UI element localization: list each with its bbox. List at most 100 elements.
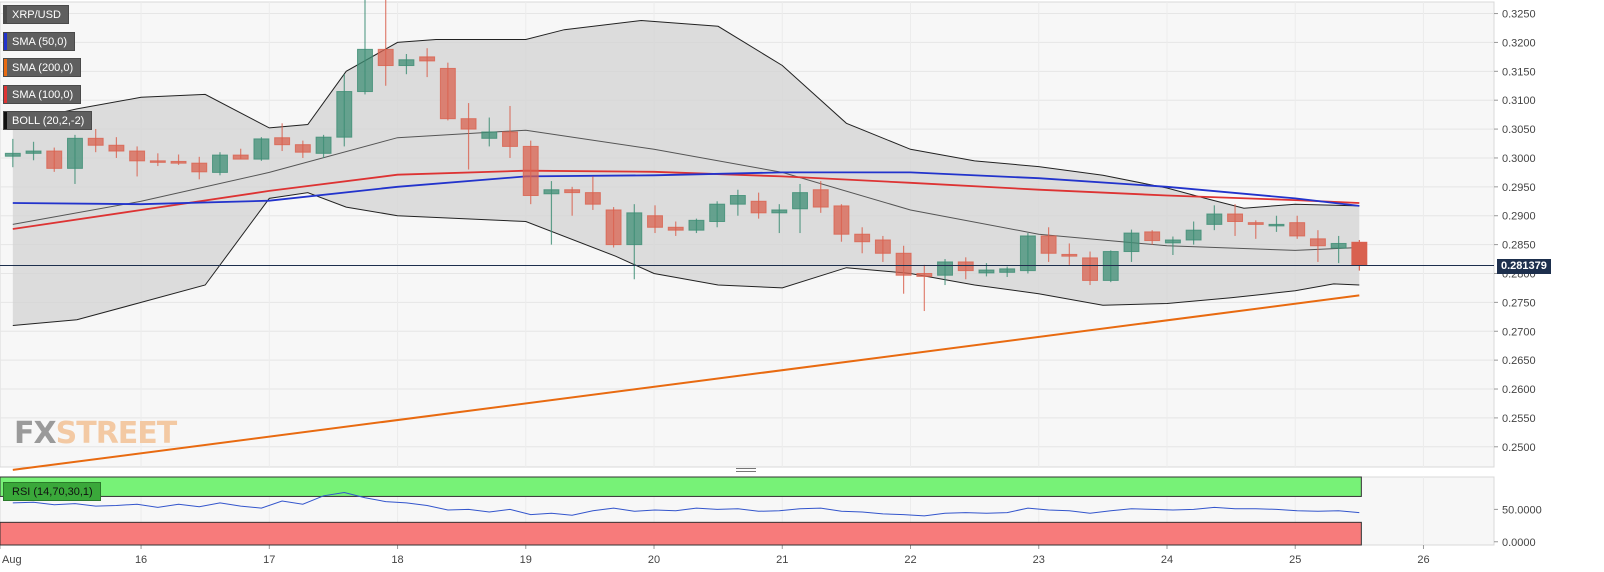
legend-label: XRP/USD <box>12 9 61 21</box>
y-tick-label: 0.2650 <box>1502 355 1536 367</box>
candle-body <box>1330 242 1347 249</box>
candle-body <box>1247 222 1264 225</box>
candle-body <box>709 203 726 223</box>
candle <box>481 117 498 147</box>
bollinger-upper-line <box>12 19 1360 209</box>
legend-swatch <box>4 33 7 50</box>
candle <box>1061 243 1078 265</box>
legend-item[interactable]: SMA (200,0) <box>3 58 82 77</box>
candle-body <box>315 136 332 154</box>
candle-body <box>792 192 808 210</box>
rsi-line <box>12 491 1360 517</box>
candle <box>750 192 767 219</box>
current-price-label: 0.281379 <box>1497 259 1551 274</box>
x-tick-label: 17 <box>263 554 275 566</box>
candle-body <box>460 118 477 130</box>
candle <box>1309 230 1326 262</box>
legend-item[interactable]: SMA (50,0) <box>3 32 76 51</box>
candle-body <box>1019 235 1036 272</box>
legend-swatch <box>4 59 7 76</box>
candle-body <box>336 91 353 138</box>
fxstreet-watermark: FXSTREET <box>14 416 177 451</box>
candle <box>212 152 228 176</box>
candle <box>274 123 291 152</box>
candle-body <box>1061 253 1078 257</box>
candle-body <box>481 131 498 139</box>
legend-item[interactable]: XRP/USD <box>3 5 69 24</box>
candle <box>584 176 601 210</box>
bollinger-middle-line <box>12 129 1360 251</box>
candle <box>129 146 146 177</box>
candle-body <box>253 138 270 160</box>
candle <box>1268 215 1285 232</box>
candle-body <box>1040 235 1057 254</box>
rsi-legend[interactable]: RSI (14,70,30,1) <box>3 482 101 501</box>
candle <box>729 189 746 216</box>
candle-body <box>626 212 643 246</box>
candle <box>4 138 21 168</box>
candle-body <box>439 67 456 120</box>
y-tick-label: 0.2500 <box>1502 442 1536 454</box>
candle-body <box>1185 229 1202 241</box>
candle-body <box>1123 232 1140 253</box>
candle <box>812 181 829 213</box>
x-tick-label: 23 <box>1033 554 1045 566</box>
candle-body <box>667 226 684 231</box>
candle <box>1019 233 1036 274</box>
candle-body <box>1289 222 1306 237</box>
legend-swatch <box>4 6 7 23</box>
candle <box>667 221 684 236</box>
candle <box>357 0 373 95</box>
candle-body <box>502 131 518 147</box>
x-tick-label: 18 <box>391 554 403 566</box>
candle <box>647 205 663 234</box>
x-tick-label: 22 <box>904 554 916 566</box>
legend-swatch <box>4 86 7 103</box>
candle <box>46 147 63 172</box>
y-tick-label: 0.3200 <box>1502 37 1536 49</box>
candle-body <box>46 150 63 169</box>
candle <box>709 201 726 228</box>
candle-body <box>1206 213 1223 225</box>
y-tick-label: 0.3100 <box>1502 95 1536 107</box>
candle-body <box>67 137 83 169</box>
candle-body <box>377 48 394 67</box>
candle-body <box>750 200 767 214</box>
candle <box>1185 221 1202 245</box>
legend-label: SMA (100,0) <box>12 89 74 101</box>
candle-body <box>1227 213 1244 223</box>
candle <box>1123 229 1140 262</box>
candle <box>253 137 270 161</box>
pane-resize-handle[interactable] <box>736 468 756 475</box>
y-tick-label: 0.3150 <box>1502 66 1536 78</box>
candle <box>502 105 518 158</box>
candle-body <box>854 233 871 243</box>
candle <box>543 181 560 245</box>
candle <box>398 53 415 75</box>
legend-item[interactable]: BOLL (20,2,-2) <box>3 111 93 130</box>
y-tick-label: 0.2950 <box>1502 182 1536 194</box>
candle-body <box>212 154 228 173</box>
candle <box>377 0 394 86</box>
candle-body <box>916 272 933 277</box>
candle <box>999 266 1016 277</box>
candle <box>419 48 436 78</box>
candle-body <box>522 145 539 197</box>
candle-body <box>87 137 104 146</box>
candle <box>792 183 808 234</box>
legend-item[interactable]: SMA (100,0) <box>3 85 82 104</box>
candle-body <box>874 239 891 254</box>
candle-body <box>978 269 995 274</box>
candle <box>1144 230 1161 245</box>
x-tick-label: 16 <box>135 554 147 566</box>
candle-body <box>4 152 21 157</box>
x-tick-label: 26 <box>1417 554 1429 566</box>
candle <box>87 129 104 153</box>
candle-body <box>108 144 125 152</box>
candle-body <box>584 192 601 205</box>
candle <box>191 156 208 180</box>
candle-body <box>129 150 146 162</box>
candle-body <box>1164 239 1181 244</box>
candle <box>1330 235 1347 264</box>
